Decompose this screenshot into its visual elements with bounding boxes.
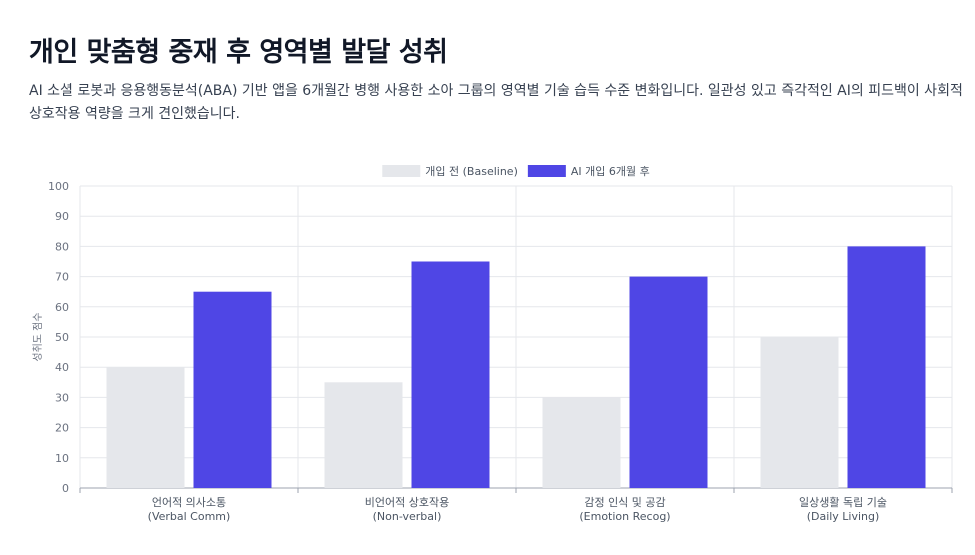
y-tick-label: 10 [55, 452, 69, 465]
bar-baseline-3[interactable] [760, 337, 839, 488]
page-title: 개인 맞춤형 중재 후 영역별 발달 성취 [29, 37, 448, 68]
bar-after-3[interactable] [847, 246, 926, 488]
x-tick-label: (Non-verbal) [373, 510, 442, 523]
y-tick-label: 30 [55, 391, 69, 404]
y-tick-label: 80 [55, 240, 69, 253]
bar-after-2[interactable] [629, 276, 708, 488]
x-tick-label: (Verbal Comm) [148, 510, 231, 523]
y-tick-label: 70 [55, 271, 69, 284]
bar-baseline-1[interactable] [324, 382, 403, 488]
x-tick-label: 언어적 의사소통 [152, 496, 226, 509]
x-tick-label: 일상생활 독립 기술 [799, 495, 887, 509]
bar-baseline-2[interactable] [542, 397, 621, 488]
legend-swatch-0[interactable] [382, 165, 421, 177]
bar-baseline-0[interactable] [106, 367, 185, 488]
x-tick-label: (Daily Living) [807, 510, 880, 523]
y-tick-label: 20 [55, 422, 69, 435]
bar-chart: 개입 전 (Baseline) AI 개입 6개월 후 0 10 20 30 40 50 60 7… [32, 165, 953, 523]
x-tick-label: 감정 인식 및 공감 [584, 496, 665, 509]
y-tick-label: 100 [48, 180, 69, 193]
x-tick-label: 비언어적 상호작용 [365, 496, 449, 509]
y-tick-label: 60 [55, 301, 69, 314]
bar-after-1[interactable] [411, 261, 490, 489]
legend-swatch-1[interactable] [527, 165, 566, 177]
bar-after-0[interactable] [193, 291, 272, 488]
y-tick-label: 40 [55, 361, 69, 374]
chart-legend: 개입 전 (Baseline) AI 개입 6개월 후 [382, 165, 650, 178]
x-tick-label: (Emotion Recog) [579, 510, 670, 523]
y-tick-label: 50 [55, 331, 69, 344]
y-tick-label: 90 [55, 210, 69, 223]
y-axis-label: 성취도 점수 [32, 312, 44, 361]
page-description: AI 소셜 로봇과 응용행동분석(ABA) 기반 앱을 6개월간 병행 사용한 … [29, 83, 963, 122]
y-tick-label: 0 [62, 482, 69, 495]
legend-label-1: AI 개입 6개월 후 [571, 165, 650, 178]
legend-label-0: 개입 전 (Baseline) [425, 165, 518, 178]
